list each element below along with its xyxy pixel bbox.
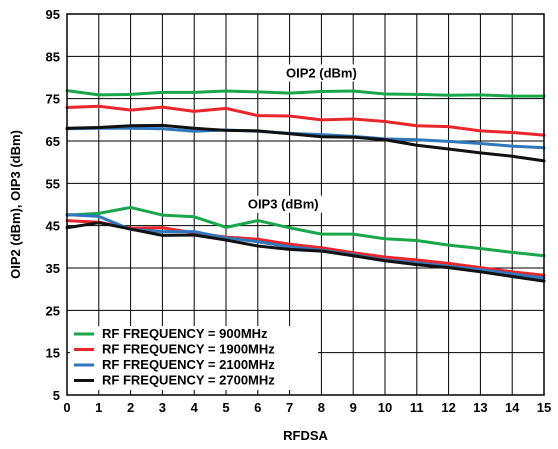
plot-border (66, 13, 545, 396)
x-tick-label: 14 (505, 400, 520, 415)
plot-frame (66, 13, 545, 396)
y-tick-label: 25 (46, 303, 60, 318)
tick-labels: 0 1 2 3 4 5 6 7 8 9 10 11 12 13 14 15515253545556575859… (46, 7, 552, 415)
x-tick-label: 9 (350, 400, 357, 415)
annotation-label: OIP3 (dBm) (248, 197, 319, 212)
x-tick-label: 13 (473, 400, 487, 415)
grid (67, 14, 544, 395)
x-tick-label: 15 (537, 400, 551, 415)
series-lines (65, 89, 546, 283)
y-tick-label: 15 (46, 346, 60, 361)
y-tick-label: 85 (46, 49, 60, 64)
y-tick-label: 95 (46, 7, 60, 22)
y-tick-label: 55 (46, 176, 60, 191)
y-tick-label: 35 (46, 261, 60, 276)
x-tick-label: 1 (95, 400, 102, 415)
annotation-label: OIP2 (dBm) (286, 66, 357, 81)
legend-label: RF FREQUENCY = 2700MHz (102, 373, 275, 388)
x-tick-label: 5 (222, 400, 229, 415)
x-tick-label: 7 (286, 400, 293, 415)
series-line-oip2-3 (65, 123, 546, 163)
y-axis-title: OIP2 (dBm), OIP3 (dBm) (8, 130, 23, 279)
legend-label: RF FREQUENCY = 2100MHz (102, 357, 275, 372)
x-tick-label: 6 (254, 400, 261, 415)
x-tick-label: 3 (159, 400, 166, 415)
annotation-background (277, 64, 366, 82)
x-tick-label: 10 (378, 400, 392, 415)
y-tick-label: 65 (46, 134, 60, 149)
series-line-oip3-5 (65, 219, 546, 277)
x-tick-label: 2 (127, 400, 134, 415)
x-tick-label: 4 (191, 400, 199, 415)
series-line-oip3-6 (65, 213, 546, 280)
y-tick-label: 75 (46, 92, 60, 107)
annotations: OIP2 (dBm) OIP3 (dBm) (239, 64, 366, 213)
y-tick-label: 45 (46, 219, 60, 234)
series-line-oip3-4 (65, 205, 546, 258)
legend-background (70, 326, 318, 390)
series-line-oip2-0 (65, 89, 546, 98)
legend-label: RF FREQUENCY = 900MHz (102, 326, 268, 341)
series-line-oip2-1 (65, 104, 546, 137)
x-tick-label: 12 (441, 400, 455, 415)
x-tick-label: 11 (410, 400, 424, 415)
x-tick-label: 0 (63, 400, 70, 415)
annotation-background (239, 195, 328, 213)
y-tick-label: 5 (53, 388, 60, 403)
x-axis-title: RFDSA (283, 428, 328, 443)
series-line-oip3-7 (65, 221, 546, 283)
x-tick-label: 8 (318, 400, 325, 415)
legend-label: RF FREQUENCY = 1900MHz (102, 342, 275, 357)
